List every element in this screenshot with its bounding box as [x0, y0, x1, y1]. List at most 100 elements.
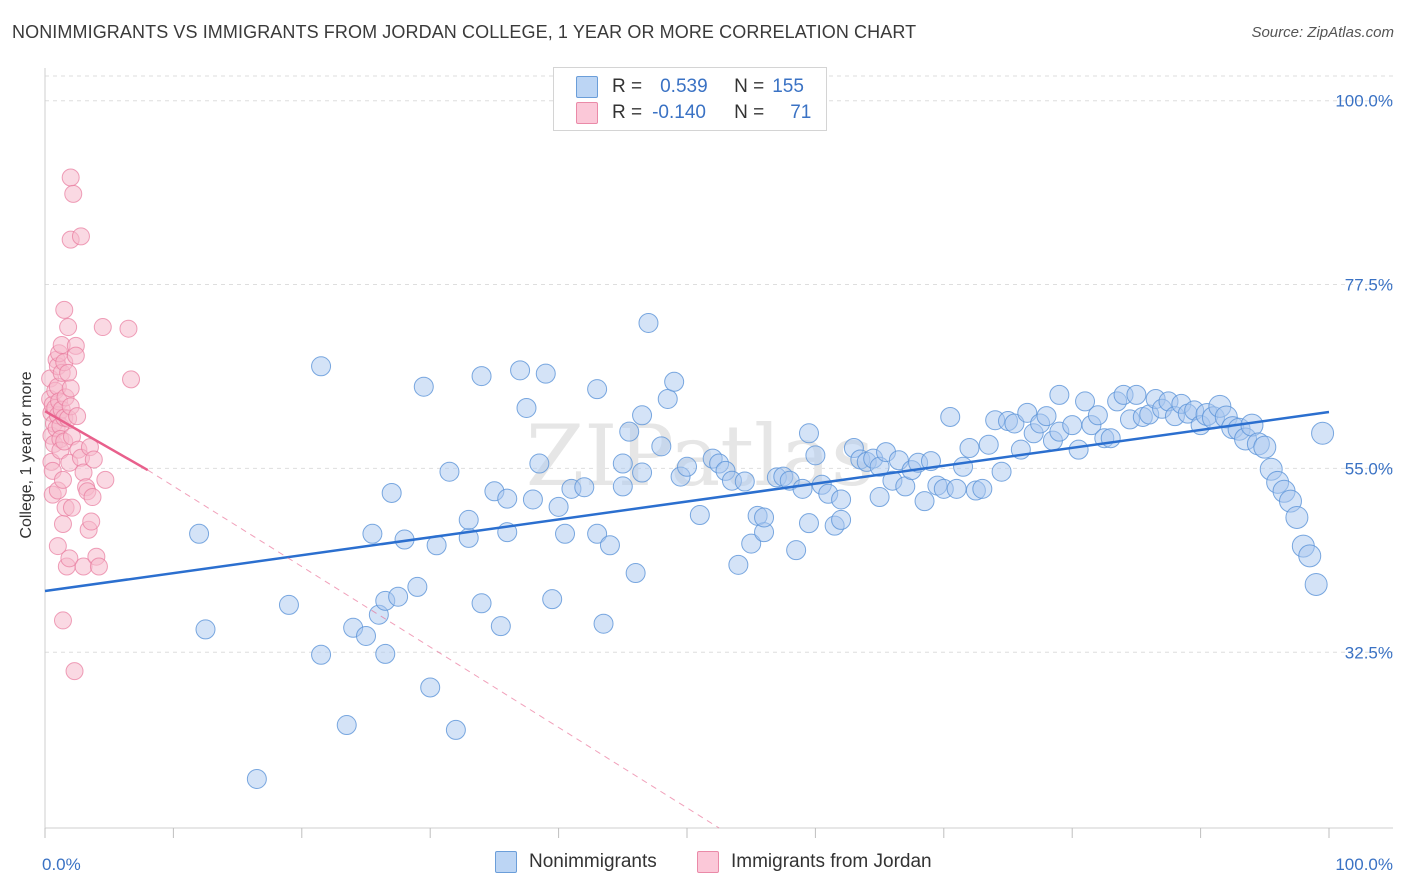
point-nonimmigrants — [522, 489, 543, 510]
y-tick-label: 100.0% — [1335, 92, 1393, 111]
point-nonimmigrants — [311, 644, 332, 665]
point-nonimmigrants — [195, 619, 216, 640]
point-nonimmigrants — [946, 478, 967, 499]
point-immigrants-from-jordan — [83, 488, 102, 507]
r-value: -0.140 — [652, 102, 706, 123]
point-nonimmigrants — [311, 356, 332, 377]
point-nonimmigrants — [407, 576, 428, 597]
point-nonimmigrants — [677, 456, 697, 477]
point-nonimmigrants — [574, 477, 595, 498]
point-nonimmigrants — [471, 366, 492, 387]
point-immigrants-from-jordan — [61, 379, 80, 398]
point-nonimmigrants — [1285, 505, 1309, 529]
legend-label: Immigrants from Jordan — [731, 851, 932, 872]
point-immigrants-from-jordan — [82, 512, 101, 531]
point-nonimmigrants — [651, 436, 672, 457]
stats-row-immigrants: R = -0.140 N = 71 — [576, 101, 811, 125]
legend-swatch-pink — [576, 102, 598, 124]
tick-labels: 32.5% 55.0% 77.5% 100.0% 0.0% 100.0% — [42, 92, 1393, 874]
grid-lines — [45, 75, 1393, 653]
point-immigrants-from-jordan — [89, 557, 108, 576]
n-label: N = — [734, 76, 765, 97]
r-value: 0.539 — [660, 76, 708, 97]
point-nonimmigrants — [246, 768, 267, 789]
point-nonimmigrants — [535, 363, 556, 384]
point-nonimmigrants — [972, 478, 993, 499]
point-immigrants-from-jordan — [96, 470, 115, 489]
trend-lines — [44, 410, 1330, 829]
point-nonimmigrants — [792, 478, 813, 499]
point-nonimmigrants — [1062, 415, 1083, 436]
point-nonimmigrants — [1087, 405, 1108, 426]
point-immigrants-from-jordan — [60, 549, 79, 568]
point-immigrants-from-jordan — [59, 318, 78, 337]
point-nonimmigrants — [336, 715, 357, 736]
point-nonimmigrants — [734, 471, 755, 492]
chart-title: NONIMMIGRANTS VS IMMIGRANTS FROM JORDAN … — [12, 22, 917, 42]
point-nonimmigrants — [612, 453, 633, 474]
point-nonimmigrants — [638, 312, 659, 333]
point-immigrants-from-jordan — [93, 318, 112, 337]
point-nonimmigrants — [914, 491, 935, 512]
point-nonimmigrants — [362, 523, 383, 544]
point-nonimmigrants — [278, 594, 299, 615]
point-immigrants-from-jordan — [61, 168, 80, 187]
point-immigrants-from-jordan — [55, 300, 74, 319]
point-nonimmigrants — [798, 513, 819, 534]
point-nonimmigrants — [754, 507, 775, 528]
y-tick-label: 77.5% — [1345, 276, 1393, 295]
point-immigrants-from-jordan — [122, 370, 141, 389]
r-label: R = — [612, 102, 643, 123]
point-nonimmigrants — [445, 719, 466, 740]
point-nonimmigrants — [959, 438, 980, 458]
point-nonimmigrants — [555, 523, 576, 544]
point-immigrants-from-jordan — [71, 227, 90, 246]
point-nonimmigrants — [420, 677, 441, 698]
n-value: 155 — [772, 76, 804, 97]
point-nonimmigrants — [625, 563, 646, 584]
stats-legend: R = 0.539 N = 155 R = -0.140 N = 71 — [553, 67, 827, 131]
y-axis-title: College, 1 year or more — [18, 371, 35, 538]
point-nonimmigrants — [1126, 384, 1147, 405]
point-immigrants-from-jordan — [84, 450, 103, 469]
point-nonimmigrants — [548, 496, 569, 517]
x-tick-label-min: 0.0% — [42, 855, 81, 874]
point-nonimmigrants — [593, 613, 614, 634]
stats-row-nonimmigrants: R = 0.539 N = 155 — [576, 75, 804, 99]
x-tick-label-max: 100.0% — [1335, 855, 1393, 874]
point-nonimmigrants — [497, 488, 518, 509]
point-nonimmigrants — [490, 616, 511, 637]
point-immigrants-from-jordan — [65, 662, 84, 681]
point-nonimmigrants — [657, 388, 678, 409]
point-nonimmigrants — [587, 523, 608, 544]
series-immigrants-from-jordan — [41, 168, 141, 681]
legend-swatch-blue — [576, 76, 598, 98]
point-immigrants-from-jordan — [59, 363, 78, 382]
point-nonimmigrants — [1068, 439, 1089, 460]
point-nonimmigrants — [529, 453, 550, 474]
legend-item-immigrants: Immigrants from Jordan — [697, 851, 932, 873]
point-nonimmigrants — [798, 423, 819, 444]
point-nonimmigrants — [388, 586, 409, 607]
point-immigrants-from-jordan — [53, 470, 72, 489]
n-label: N = — [734, 102, 765, 123]
point-nonimmigrants — [632, 462, 653, 483]
point-nonimmigrants — [1100, 428, 1121, 449]
point-nonimmigrants — [612, 476, 633, 497]
point-nonimmigrants — [619, 421, 640, 442]
point-nonimmigrants — [991, 461, 1012, 482]
legend-item-nonimmigrants: Nonimmigrants — [495, 851, 657, 873]
point-immigrants-from-jordan — [53, 611, 72, 630]
n-value: 71 — [790, 102, 812, 123]
point-immigrants-from-jordan — [48, 537, 67, 556]
point-nonimmigrants — [1304, 572, 1328, 596]
point-nonimmigrants — [953, 456, 974, 477]
point-immigrants-from-jordan — [68, 407, 87, 426]
point-nonimmigrants — [1298, 544, 1322, 568]
point-nonimmigrants — [689, 505, 710, 526]
point-nonimmigrants — [458, 509, 479, 530]
point-nonimmigrants — [1049, 384, 1070, 405]
y-tick-label: 32.5% — [1345, 643, 1393, 662]
point-nonimmigrants — [439, 461, 460, 482]
